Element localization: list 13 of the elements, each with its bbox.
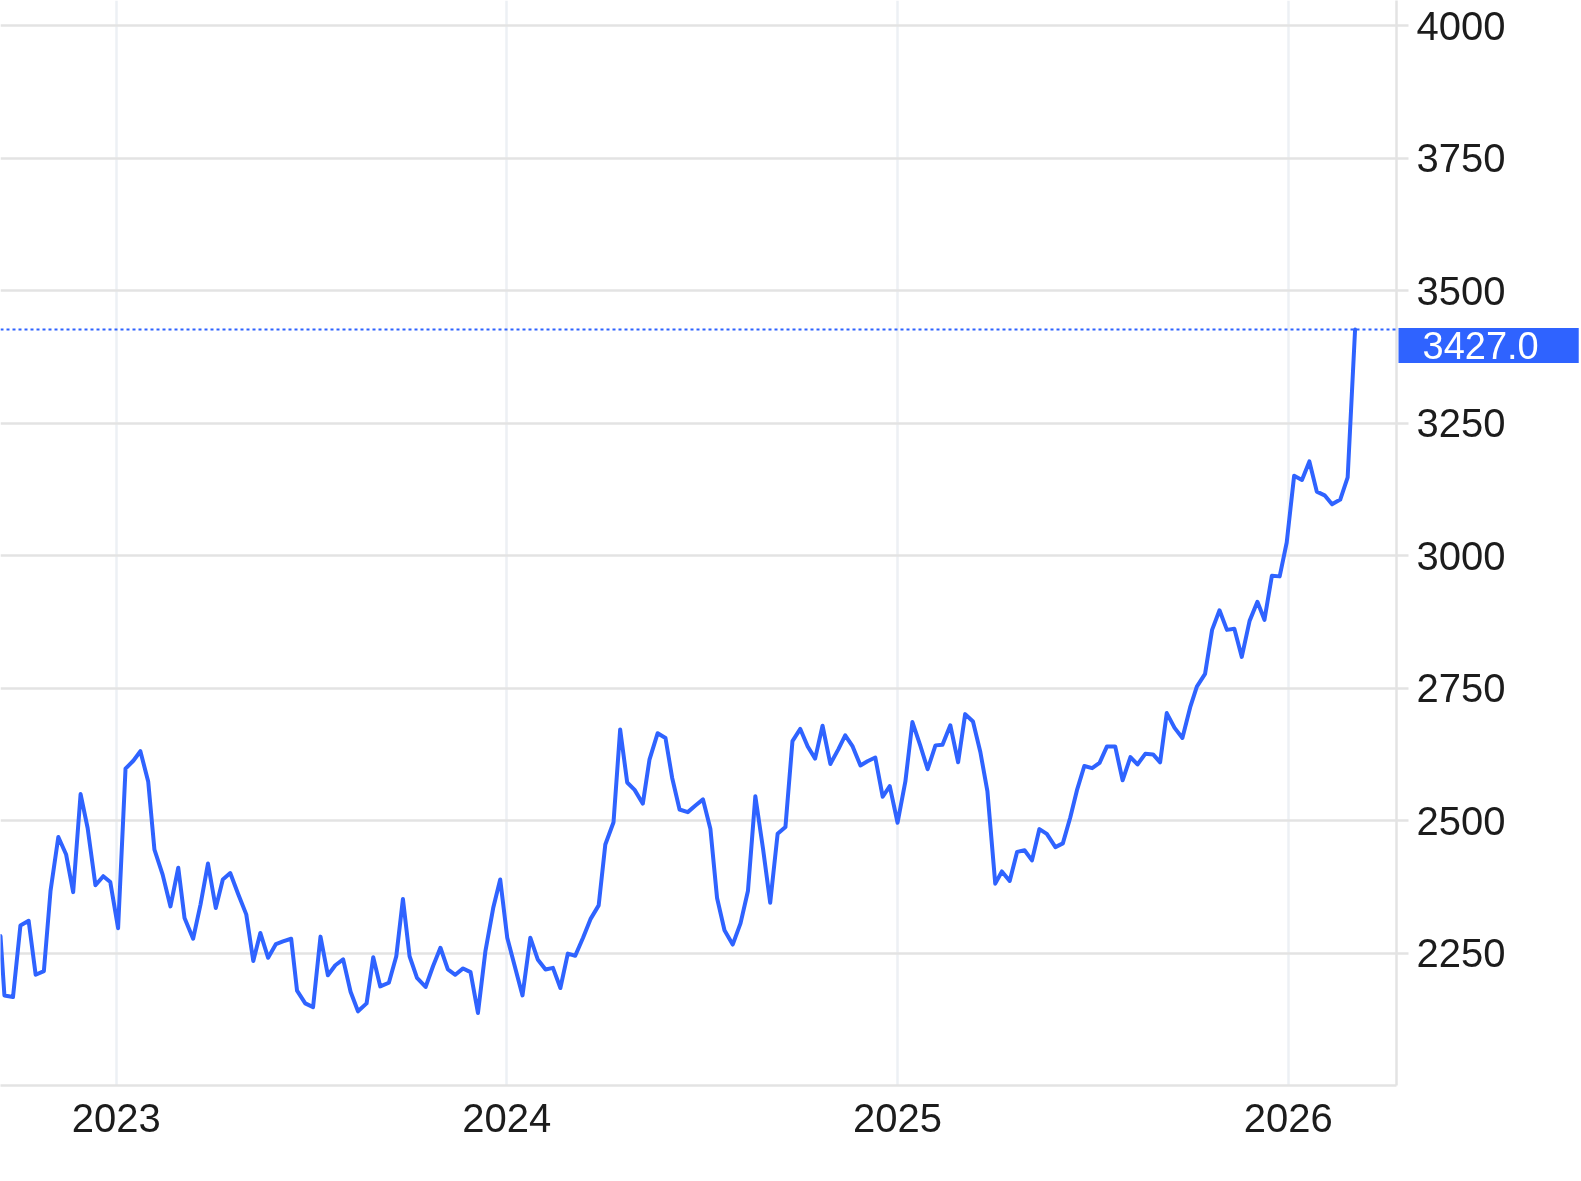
y-tick-label: 2250 bbox=[1416, 931, 1506, 976]
y-tick-label: 3250 bbox=[1416, 401, 1506, 446]
x-tick-label: 2026 bbox=[1243, 1095, 1333, 1140]
x-tick-label: 2024 bbox=[462, 1095, 552, 1140]
y-tick-label: 3750 bbox=[1416, 136, 1506, 181]
x-tick-label: 2025 bbox=[853, 1095, 943, 1140]
y-tick-label: 2500 bbox=[1416, 798, 1506, 843]
y-tick-label: 4000 bbox=[1416, 3, 1506, 48]
x-tick-label: 2023 bbox=[71, 1095, 161, 1140]
ref-line-label: 3427.0 bbox=[1422, 325, 1539, 367]
y-tick-label: 3500 bbox=[1416, 268, 1506, 313]
y-tick-label: 3000 bbox=[1416, 533, 1506, 578]
y-tick-label: 2750 bbox=[1416, 666, 1506, 711]
